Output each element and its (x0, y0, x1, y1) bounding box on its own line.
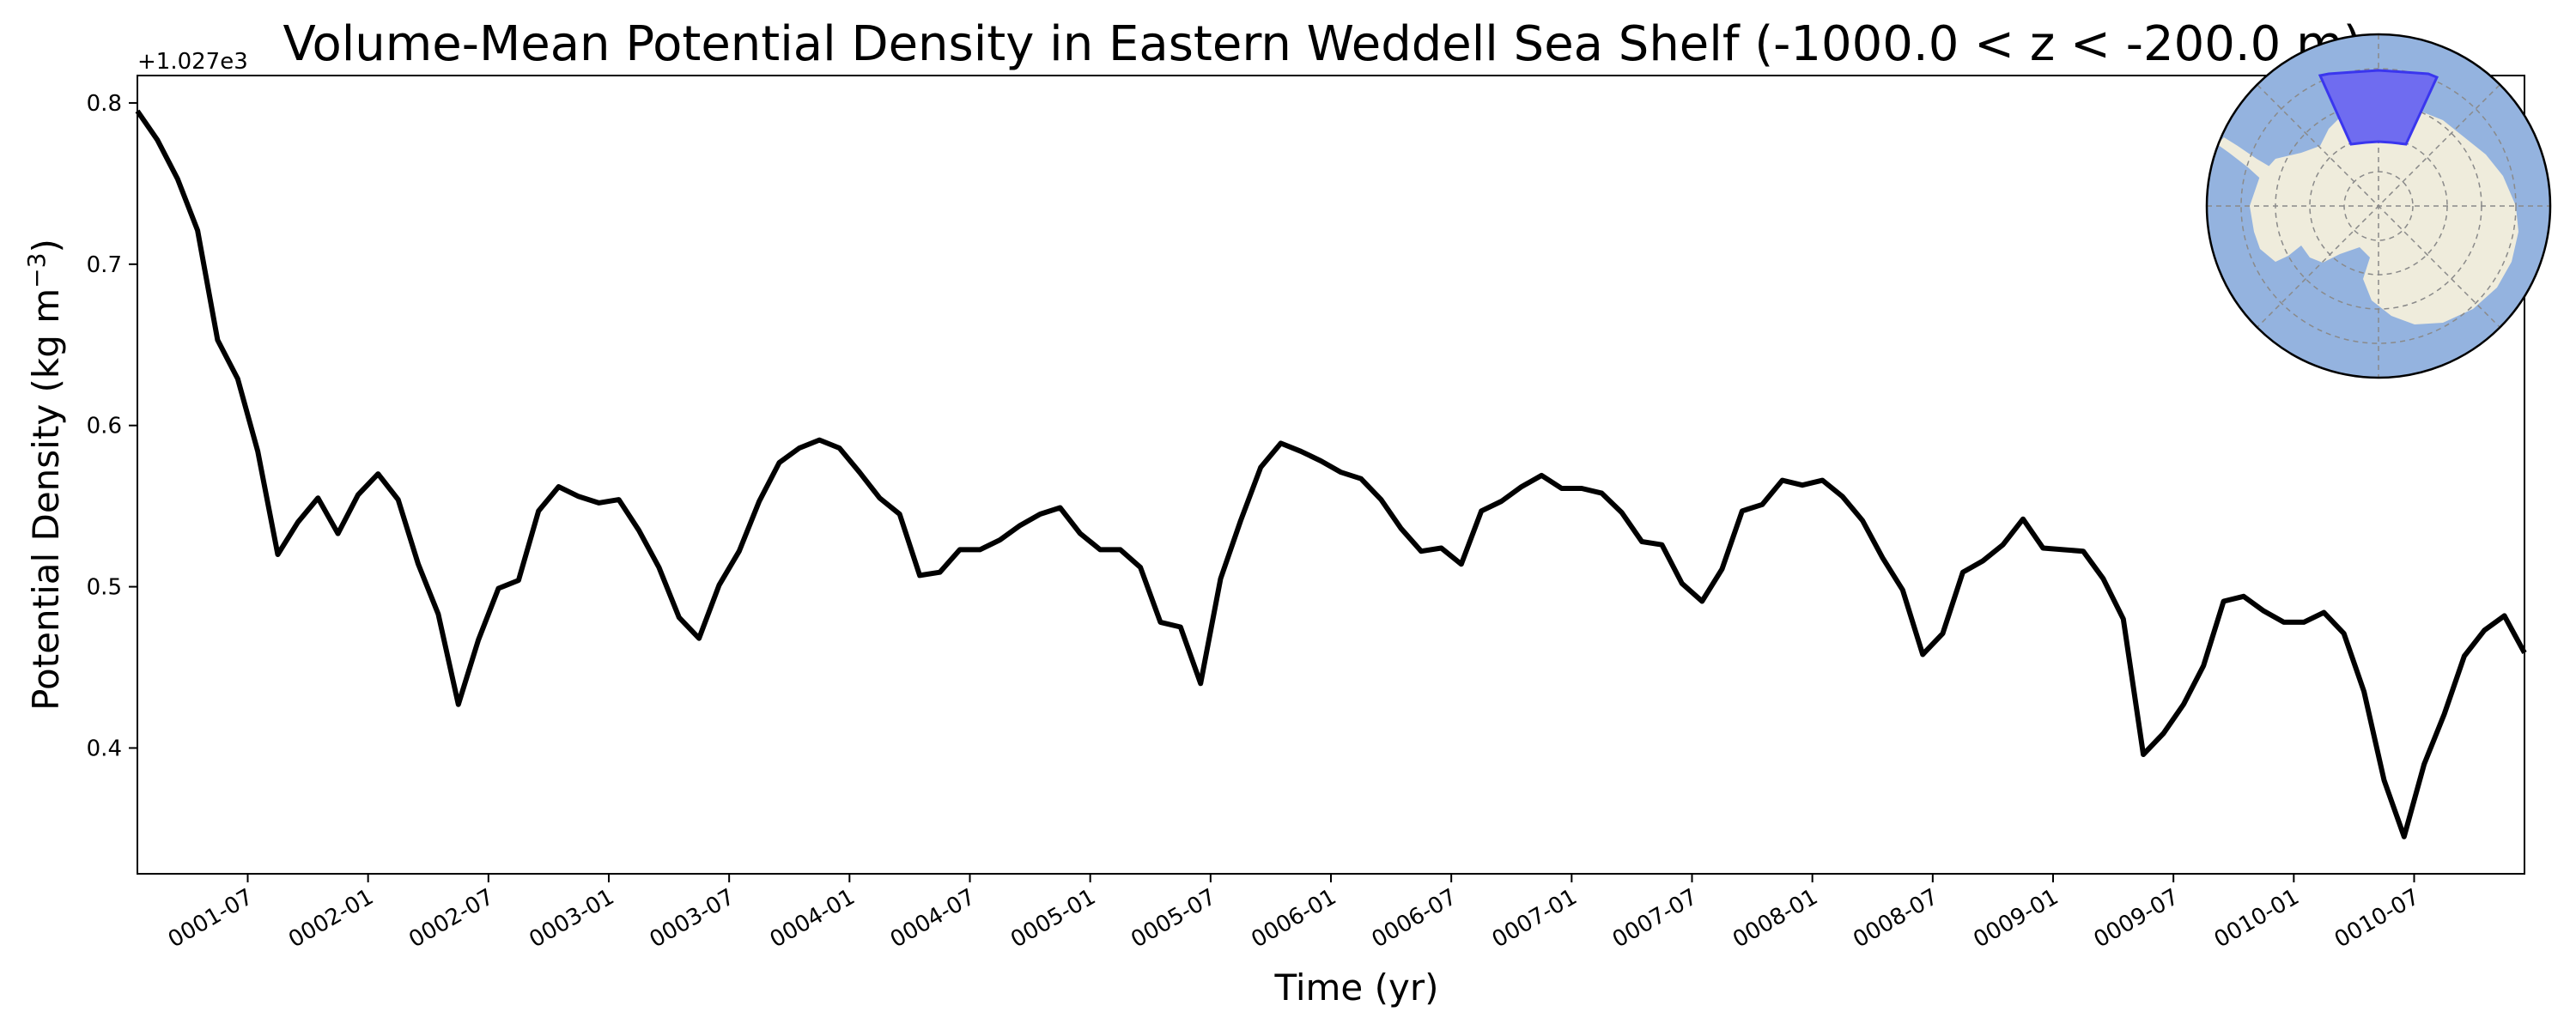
map-region-eastern-weddell (2318, 69, 2439, 146)
inset-map-antarctica (2205, 33, 2552, 379)
map-land-antarctica (2250, 105, 2518, 324)
x-tick-label: 0004-01 (766, 884, 860, 953)
x-tick-label: 0005-01 (1006, 884, 1100, 953)
x-tick-label: 0006-07 (1368, 884, 1461, 953)
map-land-peninsula (2217, 137, 2275, 185)
y-tick-label: 0.7 (87, 252, 122, 278)
x-tick-label: 0007-07 (1608, 884, 1702, 953)
x-tick-label: 0001-07 (164, 884, 258, 953)
x-tick-label: 0003-01 (525, 884, 618, 953)
x-tick-label: 0007-01 (1488, 884, 1582, 953)
series-line (135, 109, 2527, 839)
x-tick-label: 0009-07 (2090, 884, 2184, 953)
x-tick-label: 0006-01 (1247, 884, 1340, 953)
x-tick-label: 0009-01 (1969, 884, 2063, 953)
x-tick-label: 0008-01 (1728, 884, 1822, 953)
x-axis: 0001-07 0002-01 0002-07 0003-01 0003-07 0004-… (164, 874, 2424, 953)
x-tick-label: 0002-07 (404, 884, 498, 953)
y-tick-label: 0.6 (87, 414, 122, 439)
plot-area (137, 75, 2525, 875)
x-tick-label: 0008-07 (1849, 884, 1942, 953)
map-border (2205, 33, 2552, 379)
y-offset-label: +1.027e3 (137, 49, 248, 75)
x-axis-label: Time (yr) (1273, 966, 1438, 1009)
y-axis-label: Potential Density (kg m−3) (22, 239, 67, 711)
chart-title: Volume-Mean Potential Density in Eastern… (283, 16, 2361, 72)
x-tick-label: 0010-01 (2210, 884, 2304, 953)
x-tick-label: 0010-07 (2330, 884, 2424, 953)
x-tick-label: 0002-01 (284, 884, 378, 953)
y-tick-label: 0.8 (87, 91, 122, 117)
x-tick-label: 0003-07 (646, 884, 739, 953)
x-tick-label: 0004-07 (886, 884, 980, 953)
y-tick-label: 0.5 (87, 575, 122, 601)
y-axis: 0.4 0.5 0.6 0.7 0.8 (87, 91, 137, 761)
x-tick-label: 0005-07 (1127, 884, 1220, 953)
y-tick-label: 0.4 (87, 736, 122, 761)
